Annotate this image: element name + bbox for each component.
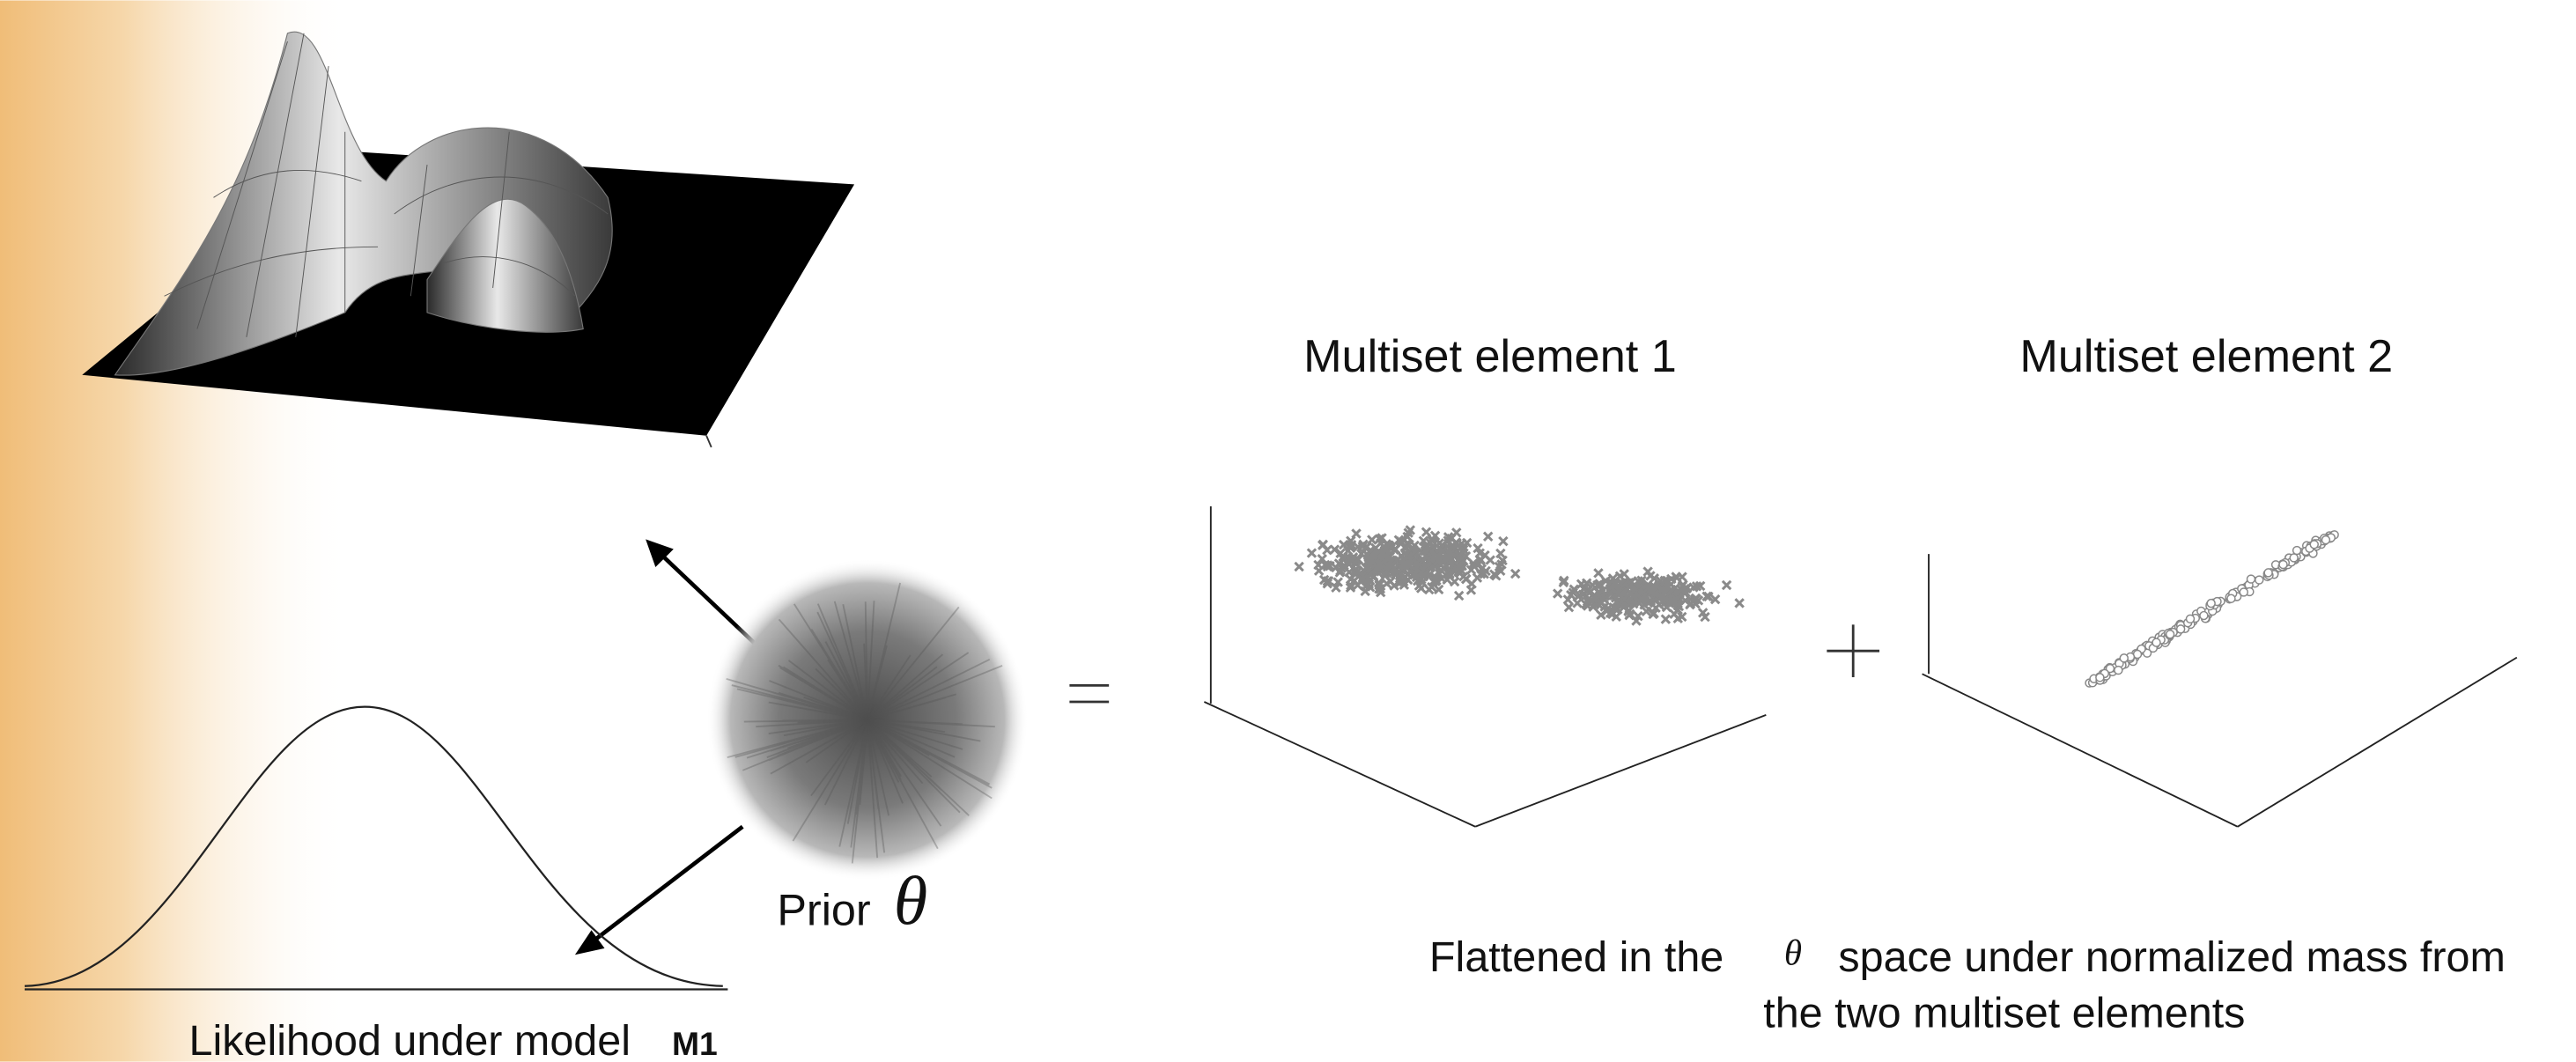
x-marker <box>1573 599 1581 607</box>
x-marker <box>1450 578 1458 586</box>
arrow-down <box>588 827 742 945</box>
circle-marker <box>2293 547 2301 555</box>
x-marker <box>1425 586 1433 594</box>
circle-marker <box>2166 631 2174 638</box>
circle-marker <box>2152 638 2160 646</box>
circle-marker <box>2227 594 2235 602</box>
x-marker <box>1735 599 1743 607</box>
x-marker <box>1315 566 1323 574</box>
circle-marker <box>2200 612 2208 620</box>
x-marker <box>1511 570 1519 578</box>
x-marker <box>1467 586 1475 594</box>
circle-marker <box>2115 667 2122 675</box>
circle-marker <box>2207 600 2215 608</box>
x-marker <box>1455 592 1463 600</box>
circle-marker <box>2255 576 2263 584</box>
caption-symbol: θ <box>1784 932 1802 972</box>
x-marker <box>1662 615 1670 623</box>
x-marker <box>1308 549 1316 557</box>
x-marker <box>1422 528 1430 536</box>
slide: Likelihood under model M1 Prior θ Multis… <box>0 0 2576 1062</box>
x-marker <box>1499 537 1507 545</box>
circle-marker <box>2120 654 2128 662</box>
likelihood-label: Likelihood under model <box>189 1017 631 1062</box>
model-label: M1 <box>672 1025 718 1062</box>
x-marker <box>1594 569 1602 577</box>
scatter-2-axes <box>1923 554 2517 827</box>
circle-marker <box>2279 561 2287 569</box>
prior-label: Prior <box>777 885 870 935</box>
x-marker <box>1496 549 1504 557</box>
circle-marker <box>2177 625 2185 633</box>
x-marker <box>1487 556 1495 564</box>
surface-edge <box>706 436 712 447</box>
x-marker <box>1484 533 1492 541</box>
circle-marker <box>2247 575 2255 583</box>
circle-marker <box>2321 536 2329 544</box>
plus-sign <box>1827 624 1879 677</box>
equals-sign <box>1069 685 1109 702</box>
x-marker <box>1723 581 1731 589</box>
caption-line-2: the two multiset elements <box>1763 989 2245 1036</box>
scatter-2-points <box>2085 531 2338 687</box>
caption-start: Flattened in the <box>1429 933 1723 981</box>
page: Likelihood under model M1 Prior θ Multis… <box>0 0 2576 1062</box>
x-marker <box>1295 563 1303 571</box>
x-marker <box>1565 603 1573 611</box>
circle-marker <box>2240 588 2248 596</box>
prior-symbol: θ <box>894 862 927 939</box>
scatter-1-points <box>1295 526 1743 624</box>
circle-marker <box>2186 615 2194 623</box>
x-marker <box>1554 589 1561 597</box>
element-1-title: Multiset element 1 <box>1303 331 1677 382</box>
circle-marker <box>2264 569 2272 577</box>
caption-end: space under normalized mass from <box>1838 933 2505 981</box>
circle-marker <box>2096 674 2104 682</box>
circle-marker <box>2310 541 2318 549</box>
element-2-title: Multiset element 2 <box>2019 331 2393 382</box>
circle-marker <box>2290 554 2298 562</box>
